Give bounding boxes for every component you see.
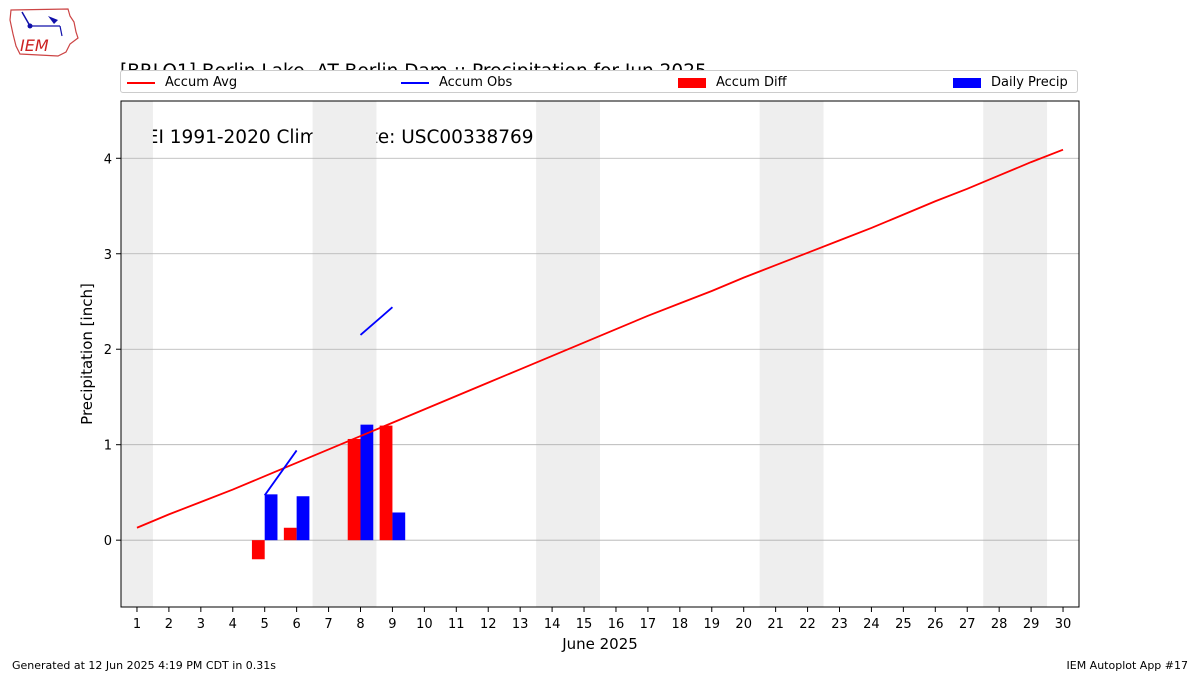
legend: Accum Avg Accum Obs Accum Diff Daily Pre… (120, 70, 1078, 93)
legend-item-accum-avg: Accum Avg (127, 71, 237, 94)
accum-obs-line-segment-1 (359, 306, 394, 336)
daily-precip-bar-day-6 (296, 496, 310, 541)
legend-swatch-accum-diff (678, 77, 706, 88)
x-tick-label-2: 2 (165, 617, 173, 632)
x-tick-label-20: 20 (735, 617, 752, 632)
x-tick-label-11: 11 (448, 617, 465, 632)
x-tick-label-27: 27 (959, 617, 976, 632)
x-axis-label: June 2025 (561, 635, 638, 653)
legend-label-daily-precip: Daily Precip (991, 75, 1068, 90)
y-tick-label-0: 0 (104, 534, 112, 549)
x-tick-label-30: 30 (1055, 617, 1072, 632)
title-line-2: NCEI 1991-2020 Climate Site: USC00338769 (120, 127, 534, 148)
legend-swatch-daily-precip (953, 77, 981, 88)
weekend-band-0 (121, 101, 153, 607)
lines (136, 148, 1064, 529)
x-tick-label-14: 14 (544, 617, 561, 632)
x-tick-label-13: 13 (512, 617, 529, 632)
bars (251, 424, 406, 560)
y-tick-label-4: 4 (104, 152, 112, 167)
weekend-band-4 (983, 101, 1048, 607)
x-tick-label-12: 12 (480, 617, 497, 632)
grid-lines (121, 157, 1079, 541)
x-ticks: 1 2 3 4 5 6 7 8 9 10 11 12 13 14 15 16 17 18 19 20 21 22 23 24 2… (133, 607, 1071, 632)
legend-label-accum-obs: Accum Obs (439, 75, 513, 90)
legend-item-daily-precip: Daily Precip (953, 71, 1068, 94)
accum-diff-bar-day-8 (347, 438, 361, 541)
x-tick-label-7: 7 (324, 617, 332, 632)
x-tick-label-16: 16 (608, 617, 625, 632)
y-ticks: 0 1 2 3 4 (104, 152, 121, 549)
x-tick-label-21: 21 (767, 617, 784, 632)
generated-note: Generated at 12 Jun 2025 4:19 PM CDT in … (12, 659, 277, 672)
x-tick-label-4: 4 (229, 617, 237, 632)
daily-precip-bar-day-8 (360, 424, 374, 541)
accum-diff-bar-day-6 (283, 527, 297, 541)
x-tick-label-6: 6 (292, 617, 300, 632)
logo-text: IEM (20, 36, 49, 55)
accum-diff-bar-day-5 (251, 540, 265, 560)
x-tick-label-28: 28 (991, 617, 1008, 632)
accum-avg-line (136, 148, 1064, 529)
x-tick-label-9: 9 (388, 617, 396, 632)
x-tick-label-5: 5 (261, 617, 269, 632)
legend-swatch-accum-avg (127, 81, 155, 84)
x-tick-label-15: 15 (576, 617, 593, 632)
y-axis-label: Precipitation [inch] (78, 283, 96, 425)
chart-title: [BRLO1] Berlin Lake AT Berlin Dam :: Pre… (120, 17, 707, 171)
y-tick-label-1: 1 (104, 439, 112, 454)
x-tick-label-19: 19 (703, 617, 720, 632)
y-tick-label-2: 2 (104, 343, 112, 358)
legend-item-accum-obs: Accum Obs (401, 71, 512, 94)
x-tick-label-1: 1 (133, 617, 141, 632)
y-tick-label-3: 3 (104, 248, 112, 263)
legend-label-accum-diff: Accum Diff (716, 75, 787, 90)
accum-obs-line-segment-0 (263, 449, 298, 496)
x-tick-label-18: 18 (672, 617, 689, 632)
x-tick-label-17: 17 (640, 617, 657, 632)
x-tick-label-8: 8 (356, 617, 364, 632)
x-tick-label-22: 22 (799, 617, 816, 632)
app-credit: IEM Autoplot App #17 (1066, 659, 1189, 672)
accum-diff-bar-day-9 (379, 425, 393, 541)
legend-swatch-accum-obs (401, 81, 429, 84)
x-tick-label-10: 10 (416, 617, 433, 632)
legend-label-accum-avg: Accum Avg (165, 75, 238, 90)
x-tick-label-24: 24 (863, 617, 880, 632)
daily-precip-bar-day-9 (392, 512, 406, 541)
weekend-band-3 (759, 101, 824, 607)
weekend-band-2 (536, 101, 600, 607)
x-tick-label-29: 29 (1023, 617, 1040, 632)
weekend-band-1 (312, 101, 377, 607)
daily-precip-bar-day-5 (264, 494, 278, 541)
x-tick-label-3: 3 (197, 617, 205, 632)
legend-item-accum-diff: Accum Diff (678, 71, 787, 94)
axes-frame (120, 100, 1080, 608)
x-tick-label-23: 23 (831, 617, 848, 632)
iem-logo: IEM (9, 8, 79, 57)
x-tick-label-26: 26 (927, 617, 944, 632)
x-tick-label-25: 25 (895, 617, 912, 632)
weekend-shading (121, 101, 1048, 607)
